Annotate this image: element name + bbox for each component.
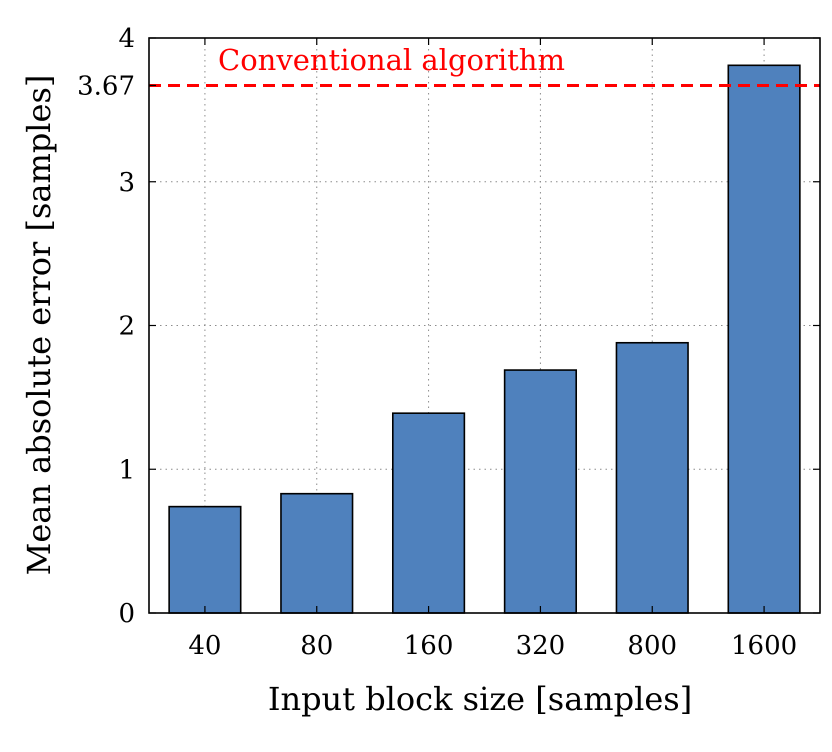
y-axis-ticks: 0 1 2 3 4 3.67 bbox=[77, 24, 820, 629]
y-tick-label: 0 bbox=[118, 599, 135, 629]
y-tick-label: 2 bbox=[118, 312, 135, 342]
x-axis-ticks: 40 80 160 320 800 1600 bbox=[188, 38, 797, 661]
grid-layer bbox=[149, 38, 820, 613]
bar-layer bbox=[168, 64, 801, 614]
y-tick-label: 3 bbox=[118, 168, 135, 198]
y-tick-label: 1 bbox=[118, 455, 135, 485]
bar bbox=[280, 492, 354, 614]
x-tick-label: 80 bbox=[300, 631, 333, 661]
x-tick-label: 320 bbox=[516, 631, 566, 661]
reference-line-label: Conventional algorithm bbox=[218, 43, 565, 77]
y-tick-label: 4 bbox=[118, 24, 135, 54]
x-axis-label: Input block size [samples] bbox=[268, 680, 692, 718]
bar bbox=[615, 341, 689, 614]
y-axis-label: Mean absolute error [samples] bbox=[20, 75, 58, 576]
bar bbox=[727, 64, 801, 614]
x-tick-label: 160 bbox=[404, 631, 454, 661]
x-tick-label: 40 bbox=[188, 631, 221, 661]
bar bbox=[503, 369, 578, 614]
x-tick-label: 1600 bbox=[731, 631, 797, 661]
bar bbox=[168, 505, 242, 614]
x-tick-label: 800 bbox=[627, 631, 677, 661]
bar bbox=[391, 412, 466, 614]
y-tick-label-reference: 3.67 bbox=[77, 71, 135, 101]
